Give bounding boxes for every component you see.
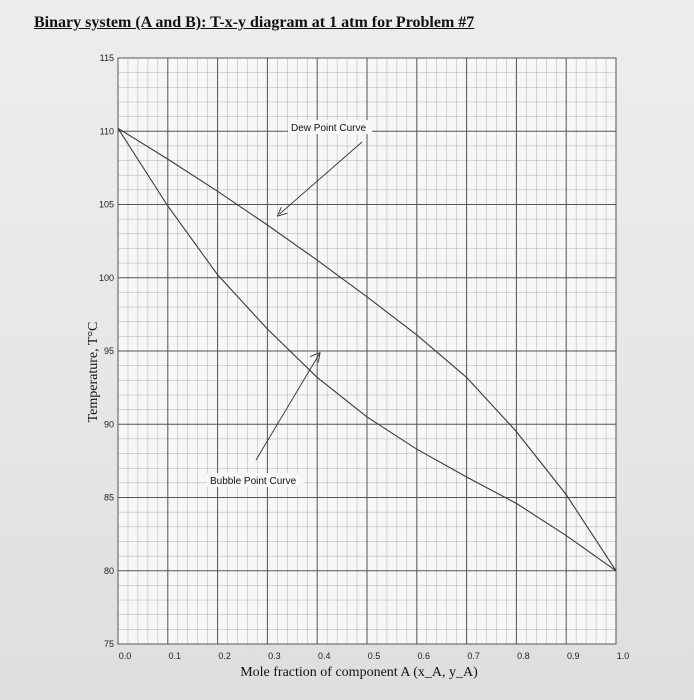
y-tick-label: 90 xyxy=(104,419,114,429)
bubble-point-curve xyxy=(117,128,617,572)
x-tick-label: 0.3 xyxy=(268,651,281,661)
x-tick-label: 0.9 xyxy=(567,651,580,661)
y-tick-label: 115 xyxy=(100,53,114,63)
x-tick-label: 0.5 xyxy=(368,651,381,661)
x-tick-label: 0.1 xyxy=(169,651,182,661)
dew-point-label: Dew Point Curve xyxy=(291,123,366,134)
x-tick-label: 0.8 xyxy=(517,651,530,661)
x-tick-label: 0.4 xyxy=(318,651,331,661)
y-tick-label: 85 xyxy=(104,493,114,503)
y-tick-label: 100 xyxy=(99,273,114,283)
y-axis-label: Temperature, T°C xyxy=(86,322,101,423)
page-title: Binary system (A and B): T-x-y diagram a… xyxy=(34,14,475,31)
bubble-arrow-head xyxy=(310,352,321,363)
bubble-label-bg xyxy=(207,473,304,487)
x-tick-label: 0.0 xyxy=(119,651,132,661)
dew-label-bg xyxy=(288,120,372,134)
dew-arrow-line xyxy=(279,141,363,215)
x-tick-label: 0.2 xyxy=(218,651,231,661)
y-tick-label: 95 xyxy=(104,346,114,356)
x-tick-label: 0.7 xyxy=(467,651,480,661)
y-tick-label: 110 xyxy=(100,126,114,136)
x-axis-label: Mole fraction of component A (x_A, y_A) xyxy=(240,665,478,680)
y-tick-label: 80 xyxy=(104,566,114,576)
dew-arrow-head xyxy=(276,207,288,217)
x-tick-label: 1.0 xyxy=(617,651,630,661)
y-tick-label: 75 xyxy=(104,639,114,649)
bubble-point-label: Bubble Point Curve xyxy=(210,476,297,487)
bubble-arrow-line xyxy=(255,352,321,461)
x-tick-label: 0.6 xyxy=(418,651,431,661)
y-tick-label: 105 xyxy=(99,200,114,210)
